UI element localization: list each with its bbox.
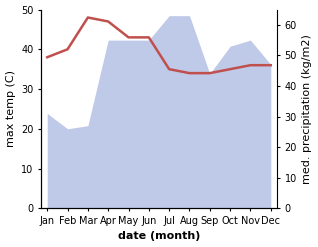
Y-axis label: med. precipitation (kg/m2): med. precipitation (kg/m2) (302, 34, 313, 184)
Y-axis label: max temp (C): max temp (C) (5, 70, 16, 147)
X-axis label: date (month): date (month) (118, 231, 200, 242)
